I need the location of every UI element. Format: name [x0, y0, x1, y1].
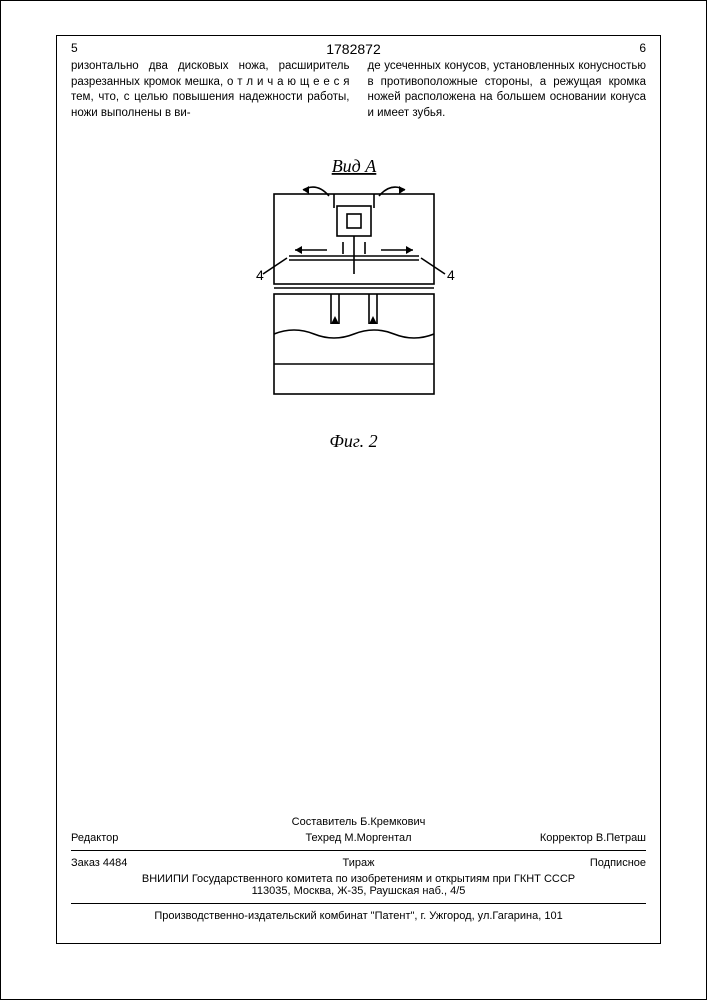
callout-4-left: 4	[256, 267, 264, 283]
right-column-text: де усеченных конусов, установленных кону…	[368, 59, 647, 121]
footer-org-row: ВНИИПИ Государственного комитета по изоб…	[71, 871, 646, 899]
text-columns: ризонтально два дисковых ножа, расширите…	[71, 59, 646, 121]
compiler-label: Составитель	[292, 816, 357, 828]
techred-name: М.Моргентал	[344, 832, 411, 844]
corrector-label: Корректор	[540, 832, 593, 844]
figure-block: Вид А	[1, 156, 706, 452]
techred-label: Техред	[305, 832, 341, 844]
footer-compiler-row: Составитель Б.Кремкович	[71, 814, 646, 830]
compiler-name: Б.Кремкович	[360, 816, 425, 828]
callout-4-right: 4	[447, 267, 455, 283]
footer-rule-1	[71, 850, 646, 851]
org-line-2: 113035, Москва, Ж-35, Раушская наб., 4/5	[71, 885, 646, 897]
order-num: 4484	[103, 857, 127, 869]
left-column-text: ризонтально два дисковых ножа, расширите…	[71, 59, 350, 121]
document-number: 1782872	[1, 41, 706, 57]
figure-svg: Вид А	[239, 156, 469, 416]
footer-block: Составитель Б.Кремкович Редактор Техред …	[71, 814, 646, 924]
view-label: Вид А	[331, 156, 377, 176]
editor-label: Редактор	[71, 832, 118, 844]
footer-order-row: Заказ 4484 Тираж Подписное	[71, 855, 646, 871]
subscription-label: Подписное	[590, 857, 646, 869]
footer-rule-2	[71, 903, 646, 904]
org-line-1: ВНИИПИ Государственного комитета по изоб…	[71, 873, 646, 885]
figure-caption: Фиг. 2	[1, 431, 706, 452]
page: 5 6 1782872 ризонтально два дисковых нож…	[0, 0, 707, 1000]
press-line: Производственно-издательский комбинат "П…	[71, 910, 646, 922]
footer-press-row: Производственно-издательский комбинат "П…	[71, 908, 646, 924]
tirazh-label: Тираж	[343, 857, 375, 869]
footer-tech-row: Редактор Техред М.Моргентал Корректор В.…	[71, 830, 646, 846]
order-label: Заказ	[71, 857, 100, 869]
corrector-name: В.Петраш	[596, 832, 646, 844]
